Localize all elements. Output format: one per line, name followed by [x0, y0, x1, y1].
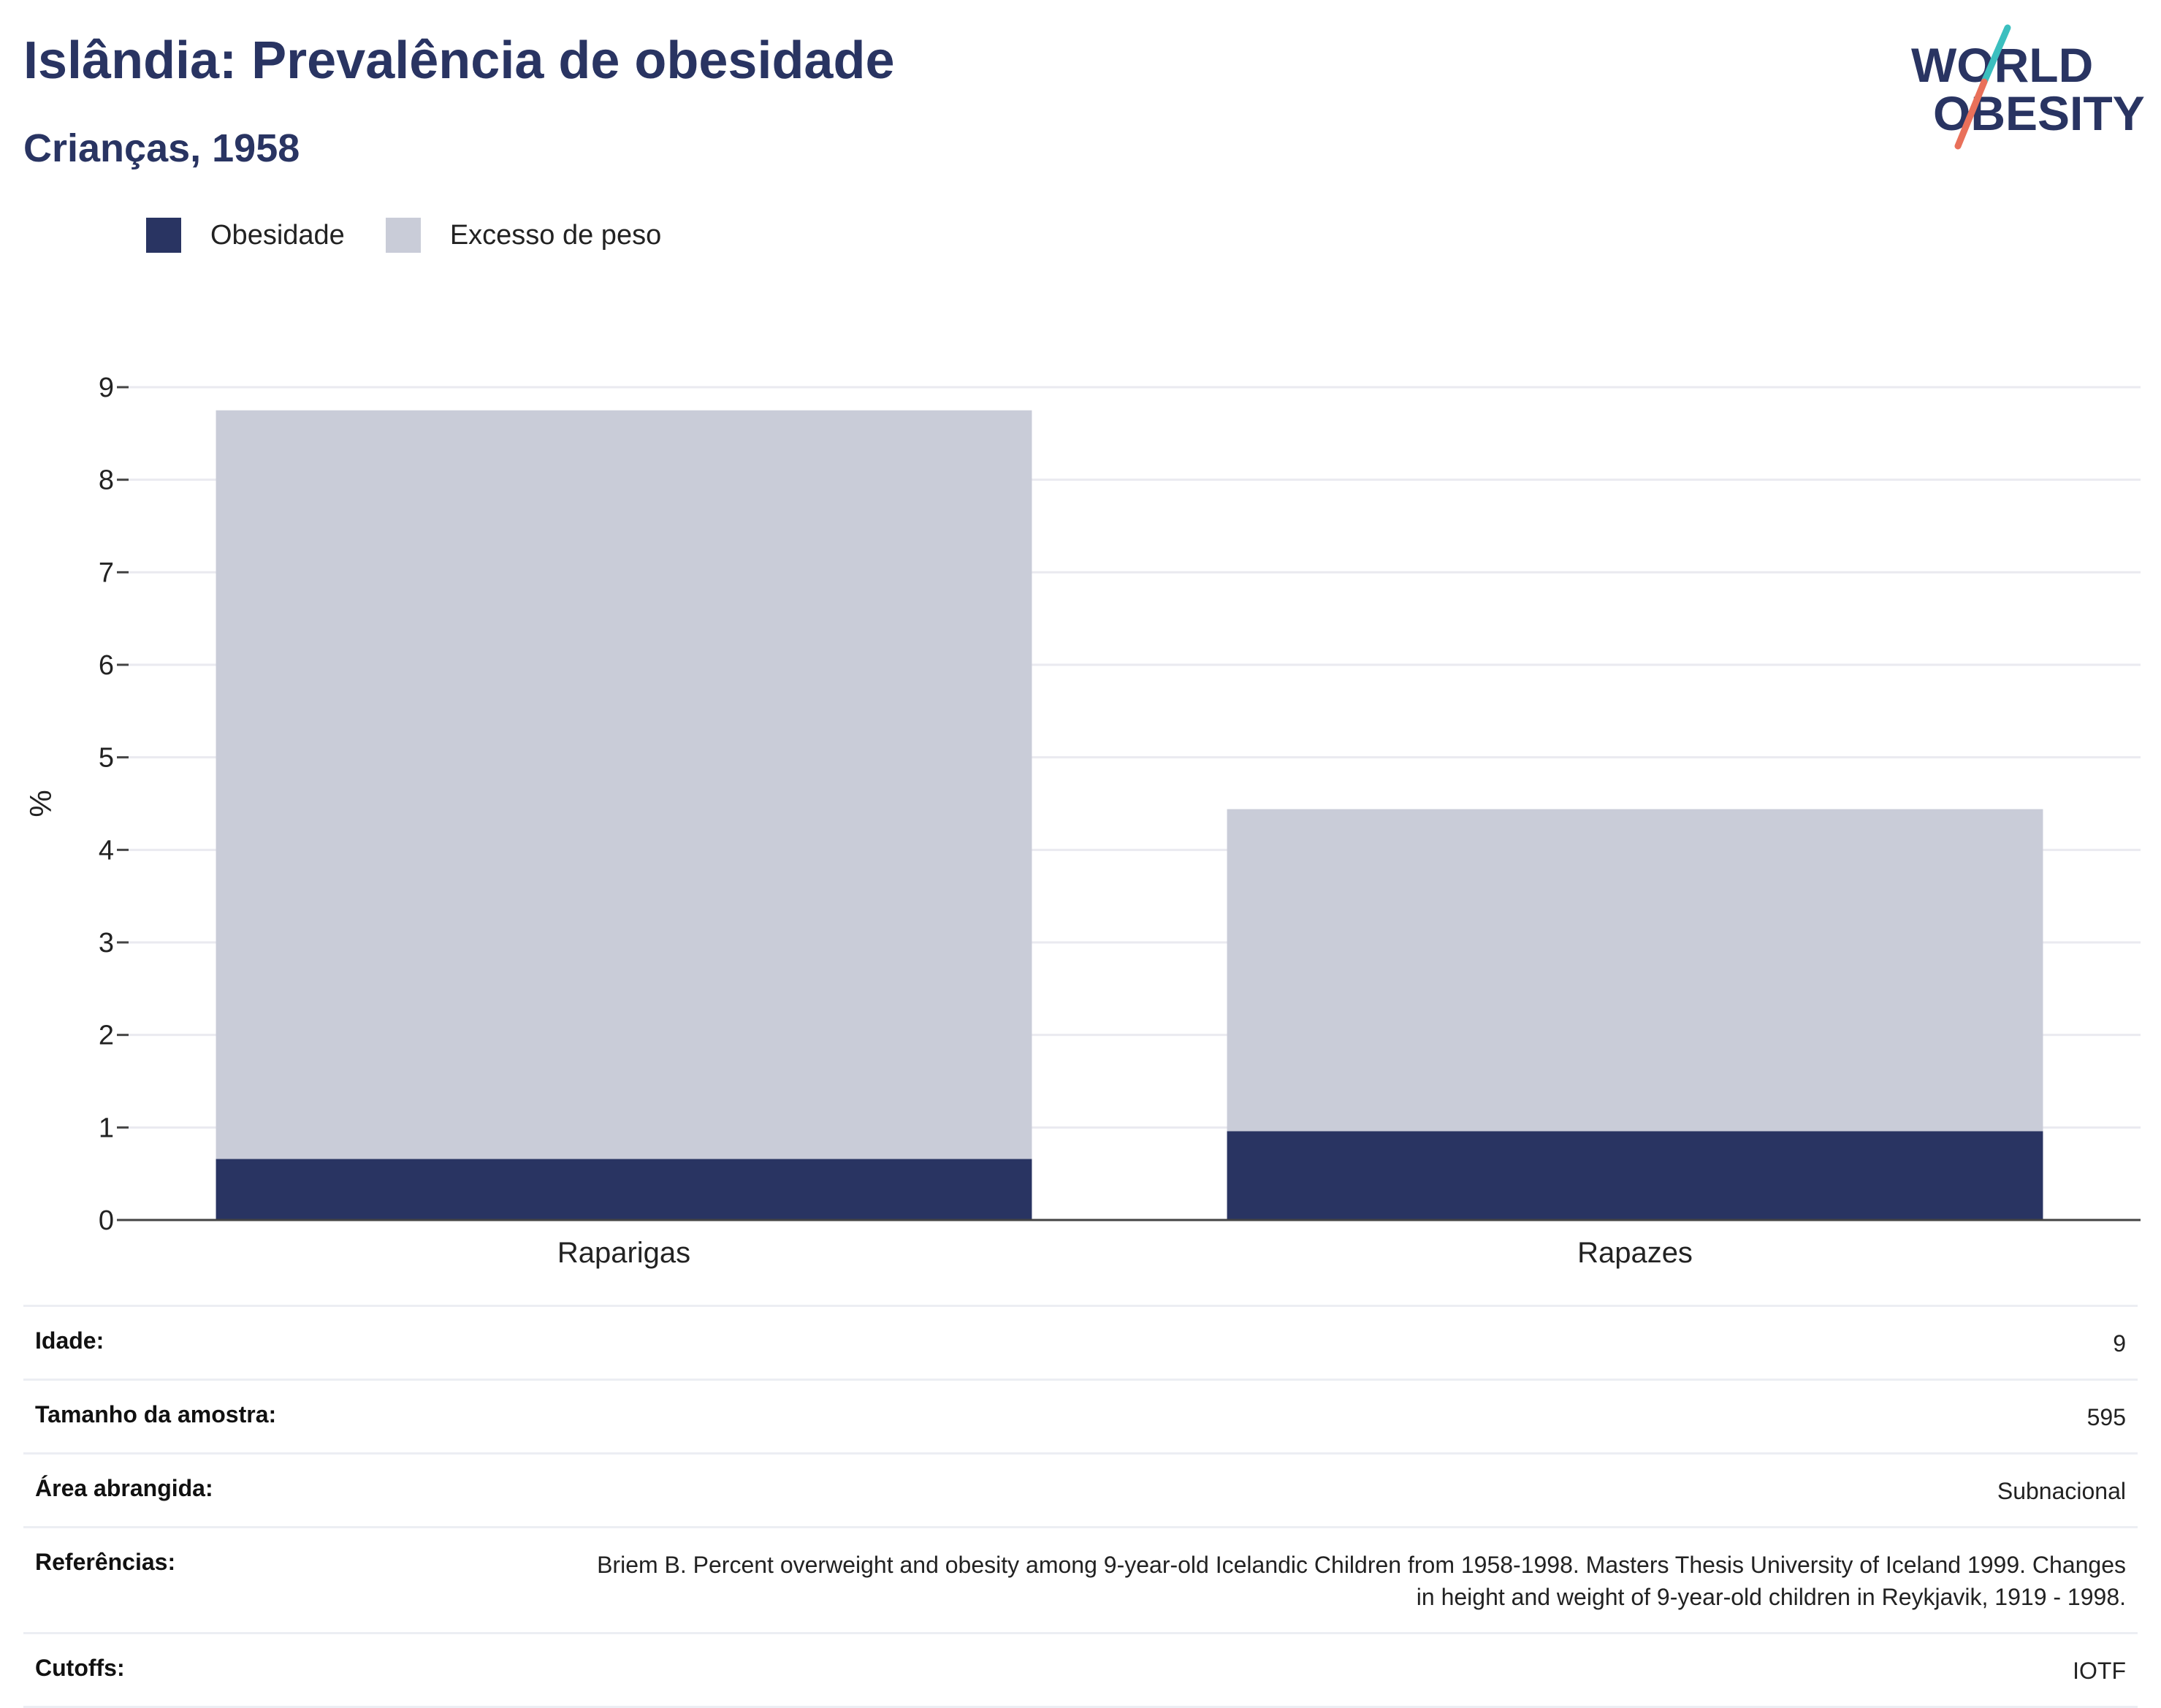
- logo-slash-bottom: [1954, 78, 1988, 150]
- info-value: IOTF: [2073, 1658, 2126, 1684]
- info-value: 595: [2086, 1404, 2126, 1430]
- legend-swatch-obesidade: [146, 218, 181, 253]
- bar-excesso-de-peso-raparigas: [216, 410, 1032, 1159]
- info-row-idade: Idade: 9: [23, 1305, 2138, 1379]
- info-table: Idade: 9 Tamanho da amostra: 595 Área ab…: [23, 1305, 2138, 1708]
- legend-label-obesidade: Obesidade: [210, 219, 345, 251]
- x-tick-label: Raparigas: [557, 1237, 690, 1269]
- y-tick-label: 3: [99, 928, 114, 958]
- chart-legend: Obesidade Excesso de peso: [146, 218, 702, 253]
- stacked-bar-chart: 0 1 2 3 4 5 6 7 8 9% Raparigas Rapazes: [23, 373, 2141, 1269]
- y-tick-label: 9: [99, 373, 114, 403]
- info-label: Referências:: [35, 1549, 176, 1575]
- y-tick-label: 0: [99, 1205, 114, 1236]
- y-tick-label: 8: [99, 465, 114, 496]
- y-axis-label: %: [23, 790, 58, 817]
- info-row-tamanho-da-amostra: Tamanho da amostra: 595: [23, 1379, 2138, 1452]
- y-tick-label: 4: [99, 835, 114, 866]
- info-label: Área abrangida:: [35, 1475, 213, 1501]
- legend-item-obesidade[interactable]: Obesidade: [146, 218, 345, 253]
- y-tick-label: 5: [99, 743, 114, 774]
- x-tick-label: Rapazes: [1577, 1237, 1693, 1269]
- bar-obesidade-raparigas: [216, 1159, 1032, 1220]
- y-tick-label: 2: [99, 1021, 114, 1051]
- y-tick-label: 6: [99, 650, 114, 681]
- legend-swatch-excesso-de-peso: [385, 218, 421, 253]
- bar-obesidade-rapazes: [1227, 1131, 2043, 1220]
- info-label: Idade:: [35, 1327, 104, 1354]
- info-row-area-abrangida: Área abrangida: Subnacional: [23, 1452, 2138, 1526]
- bar-excesso-de-peso-rapazes: [1227, 809, 2043, 1132]
- info-label: Cutoffs:: [35, 1655, 125, 1681]
- y-tick-label: 1: [99, 1113, 114, 1143]
- info-value: 9: [2113, 1330, 2126, 1357]
- legend-label-excesso-de-peso: Excesso de peso: [449, 219, 662, 251]
- info-row-referencias: Referências: Briem B. Percent overweight…: [23, 1526, 2138, 1632]
- logo-slash-top: [1981, 24, 2011, 85]
- info-value: Subnacional: [1997, 1478, 2126, 1504]
- info-value-references: Briem B. Percent overweight and obesity …: [597, 1552, 2126, 1610]
- chart-subtitle: Crianças, 1958: [23, 126, 300, 170]
- info-label: Tamanho da amostra:: [35, 1401, 277, 1427]
- y-tick-label: 7: [99, 557, 114, 588]
- chart-title: Islândia: Prevalência de obesidade: [23, 31, 895, 90]
- world-obesity-logo: WORLD OBESITY: [1911, 24, 2145, 150]
- info-row-cutoffs: Cutoffs: IOTF: [23, 1632, 2138, 1708]
- legend-item-excesso-de-peso[interactable]: Excesso de peso: [385, 218, 662, 253]
